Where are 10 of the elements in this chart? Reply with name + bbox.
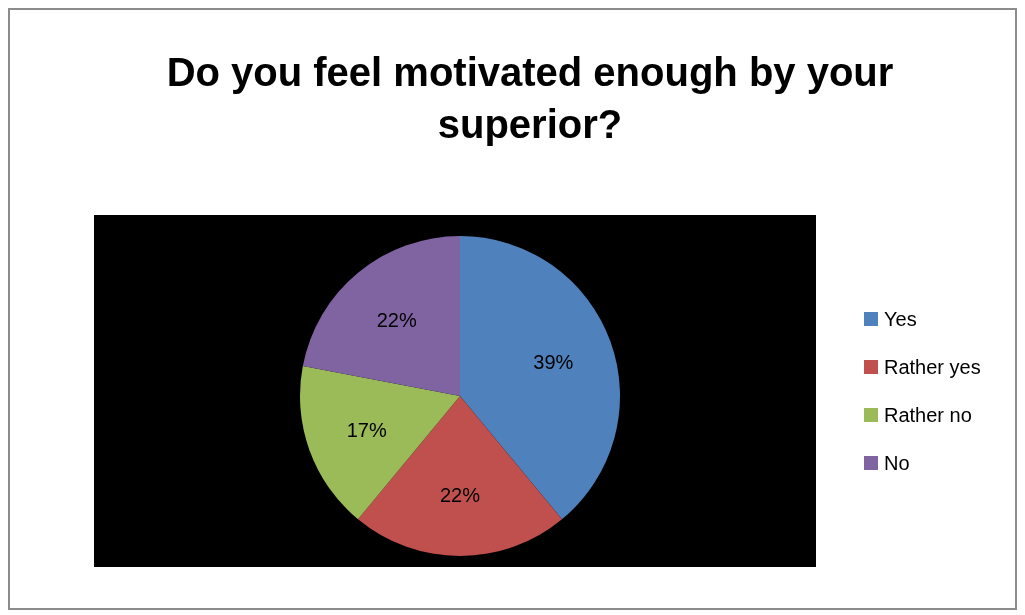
data-label: 22%: [439, 484, 481, 507]
legend-label: No: [884, 451, 910, 475]
pie-slice: [302, 236, 460, 396]
data-label: 22%: [376, 308, 417, 331]
data-label: 39%: [533, 351, 574, 374]
legend-label: Yes: [884, 307, 917, 331]
legend-label: Rather yes: [884, 355, 981, 379]
chart-title: Do you feel motivated enough by your superior?: [165, 49, 895, 148]
data-label: 17%: [346, 418, 387, 441]
legend-label: Rather no: [884, 403, 972, 427]
